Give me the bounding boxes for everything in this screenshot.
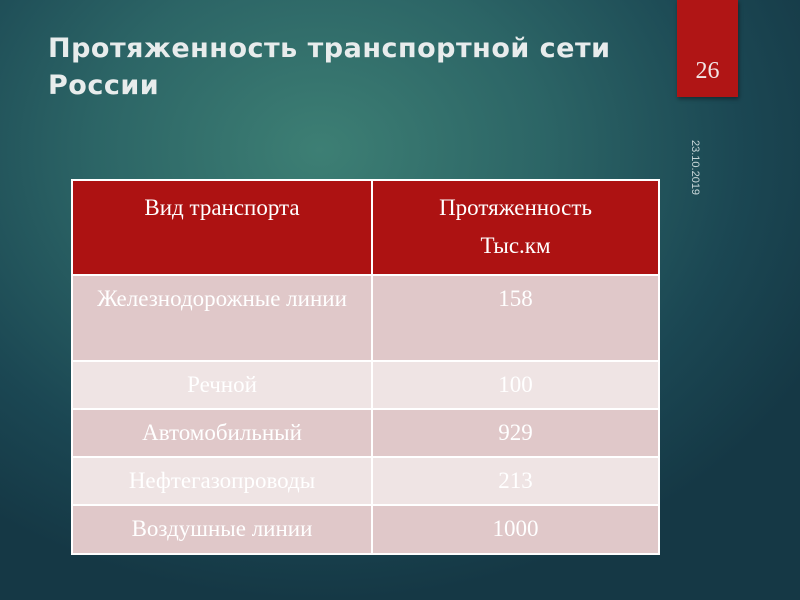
table-row: Нефтегазопроводы 213 [71, 456, 660, 506]
cell-length: 158 [371, 274, 660, 362]
table-row: Железнодорожные линии 158 [71, 274, 660, 362]
cell-type: Нефтегазопроводы [71, 456, 373, 506]
cell-type: Воздушные линии [71, 504, 373, 555]
cell-type: Железнодорожные линии [71, 274, 373, 362]
slide-title: Протяженность транспортной сети России [48, 33, 611, 101]
header-length-unit: Тыс.км [480, 233, 551, 258]
transport-table: Вид транспорта Протяженность Тыс.км Желез… [71, 179, 660, 555]
slide-date: 23.10.2019 [689, 140, 701, 196]
cell-type: Автомобильный [71, 408, 373, 458]
table-row: Речной 100 [71, 360, 660, 410]
header-transport-type: Вид транспорта [71, 179, 373, 276]
table-row: Автомобильный 929 [71, 408, 660, 458]
cell-length: 100 [371, 360, 660, 410]
table-row: Воздушные линии 1000 [71, 504, 660, 555]
cell-type: Речной [71, 360, 373, 410]
page-number-box: 26 [677, 0, 738, 97]
header-length: Протяженность Тыс.км [371, 179, 660, 276]
cell-length: 213 [371, 456, 660, 506]
page-number: 26 [695, 58, 720, 84]
table-header-row: Вид транспорта Протяженность Тыс.км [71, 179, 660, 276]
cell-length: 1000 [371, 504, 660, 555]
cell-length: 929 [371, 408, 660, 458]
header-length-line1: Протяженность [439, 195, 592, 220]
